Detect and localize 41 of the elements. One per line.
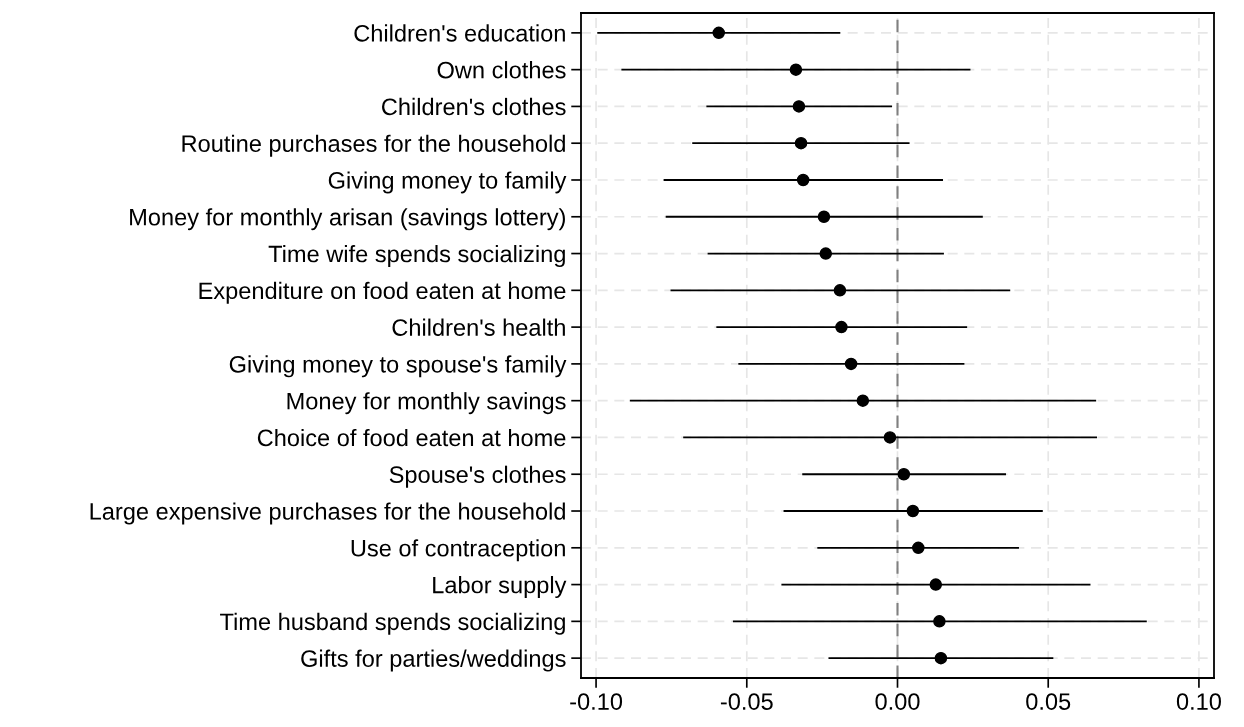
- y-tick-label: Choice of food eaten at home: [257, 428, 566, 447]
- point: [712, 26, 726, 40]
- x-tick-label: 0.10: [1176, 693, 1221, 710]
- y-tick-label: Time husband spends socializing: [220, 612, 565, 635]
- y-tick-label: Money for monthly savings: [287, 392, 566, 415]
- y-tick-label: Spouse's clothes: [389, 465, 566, 488]
- point: [833, 284, 847, 297]
- point: [844, 357, 858, 371]
- point: [906, 504, 920, 518]
- y-tick-label: Giving money to family: [328, 171, 567, 194]
- point: [912, 541, 925, 555]
- point: [792, 100, 806, 113]
- x-tick-label: -0.10: [570, 693, 623, 710]
- point: [835, 320, 848, 334]
- point: [856, 394, 870, 407]
- y-tick-label: Time wife spends socializing: [268, 244, 565, 267]
- y-tick-label: Large expensive purchases for the household: [90, 502, 565, 525]
- point: [817, 210, 831, 224]
- point: [789, 63, 803, 76]
- y-tick-label: Expenditure on food eaten at home: [199, 281, 566, 304]
- y-tick-label: Labor supply: [433, 576, 567, 599]
- y-tick-label: Gifts for parties/weddings: [301, 649, 566, 672]
- y-tick-label: Children's health: [392, 318, 565, 336]
- y-tick-label: Money for monthly arisan (savings lottery): [130, 208, 565, 231]
- point: [934, 651, 948, 665]
- point: [933, 615, 946, 628]
- x-tick-label: 0.05: [1026, 693, 1071, 710]
- point: [794, 136, 808, 150]
- y-tick-label: Children's clothes: [382, 97, 566, 116]
- x-tick-label: -0.05: [720, 693, 773, 710]
- point: [796, 173, 810, 187]
- y-tick-label: Own clothes: [437, 61, 566, 79]
- point: [819, 247, 833, 260]
- point: [897, 467, 911, 481]
- y-tick-label: Children's education: [354, 24, 565, 42]
- point: [883, 431, 897, 444]
- x-tick-label: 0.00: [875, 693, 920, 710]
- y-tick-label: Giving money to spouse's family: [229, 355, 567, 378]
- y-tick-label: Routine purchases for the household: [182, 134, 565, 157]
- point: [929, 578, 943, 591]
- y-tick-label: Use of contraception: [351, 539, 565, 562]
